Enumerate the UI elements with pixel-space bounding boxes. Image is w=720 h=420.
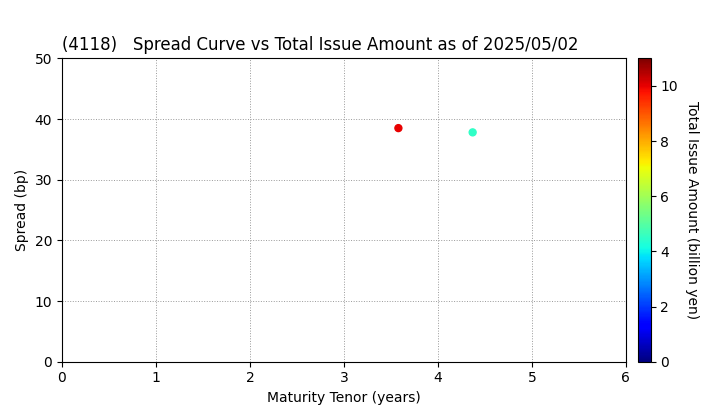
Text: (4118)   Spread Curve vs Total Issue Amount as of 2025/05/02: (4118) Spread Curve vs Total Issue Amoun… [62, 36, 578, 54]
Point [467, 129, 478, 136]
X-axis label: Maturity Tenor (years): Maturity Tenor (years) [267, 391, 420, 405]
Y-axis label: Total Issue Amount (billion yen): Total Issue Amount (billion yen) [685, 101, 698, 319]
Y-axis label: Spread (bp): Spread (bp) [15, 169, 29, 251]
Point [392, 125, 404, 131]
